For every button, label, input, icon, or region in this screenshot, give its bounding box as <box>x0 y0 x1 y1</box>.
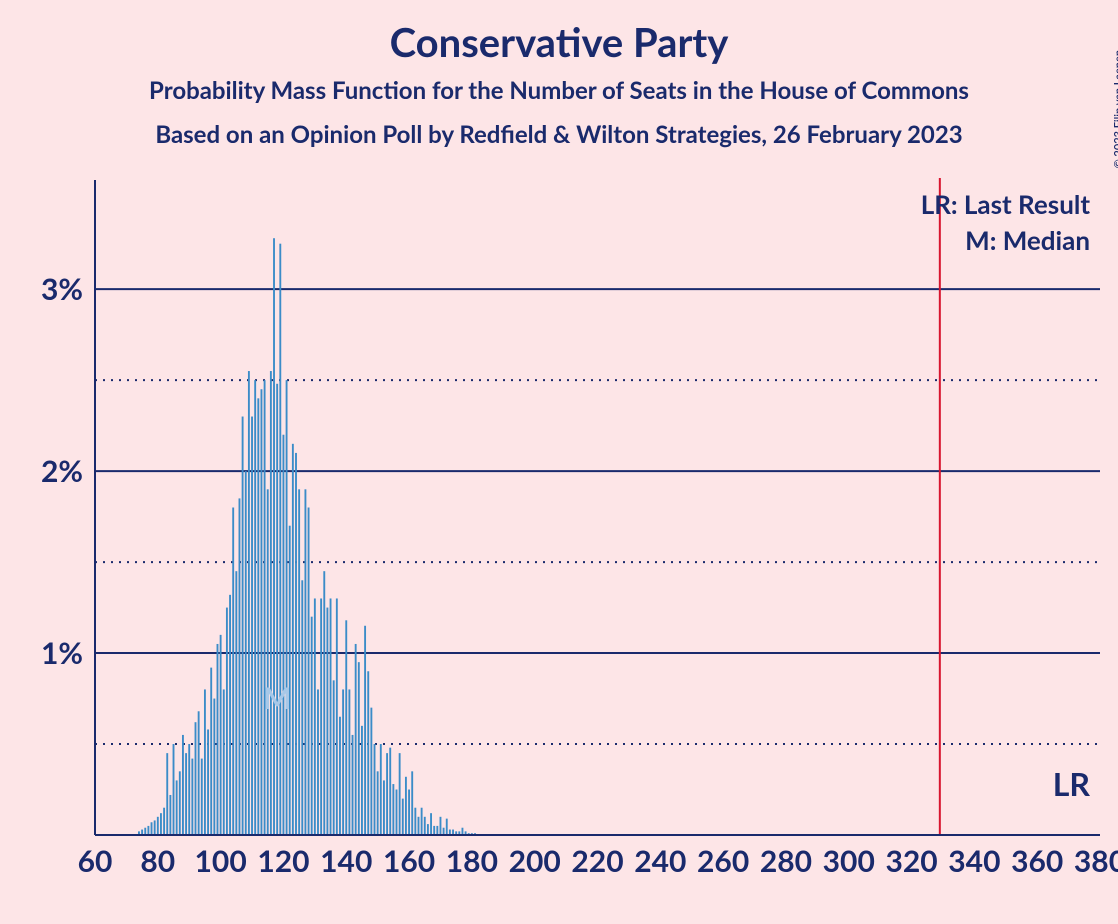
legend-m: M: Median <box>965 224 1090 256</box>
y-tick-label: 3% <box>41 271 83 307</box>
x-tick-label: 80 <box>140 843 175 879</box>
median-marker-label: M <box>263 680 291 716</box>
copyright-text: © 2023 Filip van Laenen <box>1112 50 1118 168</box>
x-tick-label: 380 <box>1074 843 1118 879</box>
x-tick-label: 60 <box>78 843 113 879</box>
y-tick-label: 2% <box>41 453 83 489</box>
chart-subtitle-1: Probability Mass Function for the Number… <box>0 76 1118 105</box>
chart-subtitle-2: Based on an Opinion Poll by Redfield & W… <box>0 120 1118 149</box>
x-tick-label: 180 <box>446 843 498 879</box>
x-tick-label: 220 <box>571 843 623 879</box>
x-tick-label: 200 <box>509 843 561 879</box>
x-tick-label: 360 <box>1011 843 1063 879</box>
chart-title: Conservative Party <box>0 18 1118 66</box>
x-tick-label: 160 <box>383 843 435 879</box>
x-tick-label: 320 <box>885 843 937 879</box>
pmf-chart: 1%2%3%6080100120140160180200220240260280… <box>95 180 1100 835</box>
legend-lr: LR: Last Result <box>921 188 1090 220</box>
x-tick-label: 140 <box>320 843 372 879</box>
x-tick-label: 120 <box>257 843 309 879</box>
x-tick-label: 340 <box>948 843 1000 879</box>
y-tick-label: 1% <box>41 635 83 671</box>
x-tick-label: 280 <box>760 843 812 879</box>
lr-marker-label: LR <box>1053 764 1090 803</box>
x-tick-label: 260 <box>697 843 749 879</box>
x-tick-label: 240 <box>634 843 686 879</box>
x-tick-label: 300 <box>823 843 875 879</box>
x-tick-label: 100 <box>195 843 247 879</box>
